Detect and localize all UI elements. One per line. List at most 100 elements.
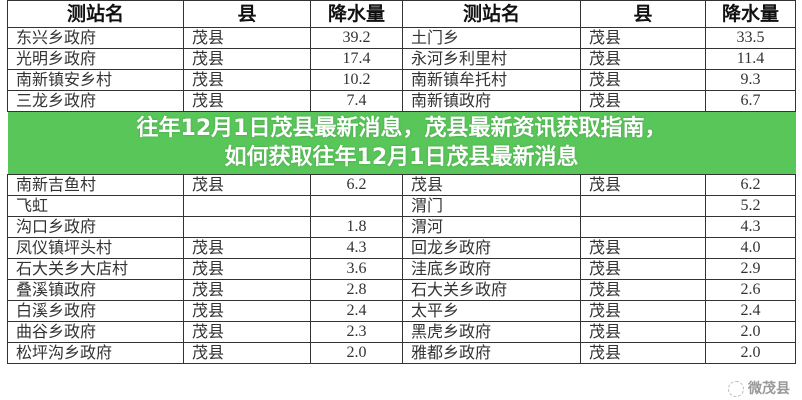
watermark: 微茂县 <box>728 380 790 398</box>
station-name-cell: 东兴乡政府 <box>7 27 184 49</box>
county-cell: 茂县 <box>183 300 311 322</box>
banner-title-line-1: 往年12月1日茂县最新消息，茂县最新资讯获取指南， <box>136 116 667 141</box>
county-cell: 茂县 <box>580 69 706 91</box>
county-cell <box>183 216 311 238</box>
rainfall-cell: 5.2 <box>705 195 796 217</box>
table-row: 凤仪镇坪头村 茂县 4.3 回龙乡政府 茂县 4.0 <box>7 237 796 259</box>
table-row: 东兴乡政府 茂县 39.2 土门乡 茂县 33.5 <box>7 27 796 49</box>
station-name-cell: 永河乡利里村 <box>402 48 581 70</box>
station-name-cell: 渭河 <box>402 216 581 238</box>
table-row: 叠溪镇政府 茂县 2.8 石大关乡政府 茂县 2.6 <box>7 279 796 301</box>
station-name-cell: 飞虹 <box>7 195 184 217</box>
rainfall-cell: 4.3 <box>310 237 403 259</box>
rainfall-cell: 2.8 <box>310 279 403 301</box>
rainfall-cell: 11.4 <box>705 48 796 70</box>
county-cell: 茂县 <box>183 237 311 259</box>
station-name-cell: 松坪沟乡政府 <box>7 342 184 364</box>
rainfall-cell: 2.4 <box>310 300 403 322</box>
rainfall-cell: 17.4 <box>310 48 403 70</box>
rainfall-cell: 6.2 <box>705 174 796 196</box>
station-name-cell: 凤仪镇坪头村 <box>7 237 184 259</box>
title-banner: 往年12月1日茂县最新消息，茂县最新资讯获取指南， 如何获取往年12月1日茂县最… <box>7 112 796 174</box>
station-name-cell: 石大关乡政府 <box>402 279 581 301</box>
header-row: 测站名县降水量 测站名县降水量 <box>7 0 796 28</box>
county-cell: 茂县 <box>580 174 706 196</box>
table-row: 三龙乡政府 茂县 7.4 南新镇政府 茂县 6.7 <box>7 90 796 112</box>
station-name-cell: 南新镇安乡村 <box>7 69 184 91</box>
rainfall-cell: 4.3 <box>705 216 796 238</box>
station-name-cell: 石大关乡大店村 <box>7 258 184 280</box>
county-cell: 茂县 <box>580 27 706 49</box>
station-name-cell: 三龙乡政府 <box>7 90 184 112</box>
county-cell: 茂县 <box>580 48 706 70</box>
table-row: 白溪乡政府 茂县 2.4 太平乡 茂县 2.4 <box>7 300 796 322</box>
column-header: 降水量 <box>705 0 796 28</box>
column-header: 县 <box>183 0 311 28</box>
station-name-cell: 太平乡 <box>402 300 581 322</box>
county-cell <box>580 195 706 217</box>
rainfall-cell: 2.6 <box>705 279 796 301</box>
station-name-cell: 白溪乡政府 <box>7 300 184 322</box>
county-cell: 茂县 <box>183 321 311 343</box>
county-cell: 茂县 <box>580 342 706 364</box>
rainfall-cell <box>310 195 403 217</box>
station-name-cell: 叠溪镇政府 <box>7 279 184 301</box>
table-row: 曲谷乡政府 茂县 2.3 黑虎乡政府 茂县 2.0 <box>7 321 796 343</box>
rainfall-cell: 33.5 <box>705 27 796 49</box>
station-name-cell: 回龙乡政府 <box>402 237 581 259</box>
station-name-cell: 黑虎乡政府 <box>402 321 581 343</box>
station-name-cell: 曲谷乡政府 <box>7 321 184 343</box>
table-row: 光明乡政府 茂县 17.4 永河乡利里村 茂县 11.4 <box>7 48 796 70</box>
banner-row: 往年12月1日茂县最新消息，茂县最新资讯获取指南， 如何获取往年12月1日茂县最… <box>7 111 796 175</box>
rainfall-cell: 39.2 <box>310 27 403 49</box>
rainfall-cell: 2.0 <box>705 321 796 343</box>
county-cell: 茂县 <box>183 27 311 49</box>
county-cell <box>580 216 706 238</box>
county-cell: 茂县 <box>580 90 706 112</box>
county-cell: 茂县 <box>580 279 706 301</box>
column-header: 测站名 <box>7 0 184 28</box>
county-cell: 茂县 <box>183 258 311 280</box>
logo-icon <box>728 381 744 397</box>
station-name-cell: 土门乡 <box>402 27 581 49</box>
rainfall-cell: 2.0 <box>310 342 403 364</box>
station-name-cell: 渭门 <box>402 195 581 217</box>
rainfall-cell: 2.3 <box>310 321 403 343</box>
station-name-cell: 沟口乡政府 <box>7 216 184 238</box>
banner-title-line-2: 如何获取往年12月1日茂县最新消息 <box>224 145 579 170</box>
table-row: 松坪沟乡政府 茂县 2.0 雅都乡政府 茂县 2.0 <box>7 342 796 364</box>
county-cell: 茂县 <box>183 342 311 364</box>
county-cell <box>183 195 311 217</box>
rainfall-cell: 10.2 <box>310 69 403 91</box>
county-cell: 茂县 <box>183 48 311 70</box>
county-cell: 茂县 <box>183 279 311 301</box>
station-name-cell: 茂县 <box>402 174 581 196</box>
rainfall-cell: 9.3 <box>705 69 796 91</box>
rainfall-cell: 6.2 <box>310 174 403 196</box>
column-header: 县 <box>580 0 706 28</box>
county-cell: 茂县 <box>183 90 311 112</box>
column-header: 测站名 <box>402 0 581 28</box>
county-cell: 茂县 <box>580 237 706 259</box>
rainfall-cell: 1.8 <box>310 216 403 238</box>
station-name-cell: 南新吉鱼村 <box>7 174 184 196</box>
table-row: 飞虹 渭门 5.2 <box>7 195 796 217</box>
station-name-cell: 南新镇牟托村 <box>402 69 581 91</box>
rainfall-cell: 2.0 <box>705 342 796 364</box>
column-header: 降水量 <box>310 0 403 28</box>
rainfall-cell: 4.0 <box>705 237 796 259</box>
table-row: 沟口乡政府 1.8 渭河 4.3 <box>7 216 796 238</box>
station-name-cell: 洼底乡政府 <box>402 258 581 280</box>
rainfall-table: 测站名县降水量 测站名县降水量 东兴乡政府 茂县 39.2 土门乡 茂县 33.5 光明乡政府… <box>7 0 796 364</box>
station-name-cell: 光明乡政府 <box>7 48 184 70</box>
county-cell: 茂县 <box>183 69 311 91</box>
rainfall-cell: 6.7 <box>705 90 796 112</box>
banner-cell: 往年12月1日茂县最新消息，茂县最新资讯获取指南， 如何获取往年12月1日茂县最… <box>7 111 796 175</box>
county-cell: 茂县 <box>580 258 706 280</box>
rainfall-cell: 3.6 <box>310 258 403 280</box>
rainfall-cell: 2.4 <box>705 300 796 322</box>
table-row: 南新吉鱼村 茂县 6.2 茂县 茂县 6.2 <box>7 174 796 196</box>
table-row: 南新镇安乡村 茂县 10.2 南新镇牟托村 茂县 9.3 <box>7 69 796 91</box>
station-name-cell: 南新镇政府 <box>402 90 581 112</box>
county-cell: 茂县 <box>580 321 706 343</box>
